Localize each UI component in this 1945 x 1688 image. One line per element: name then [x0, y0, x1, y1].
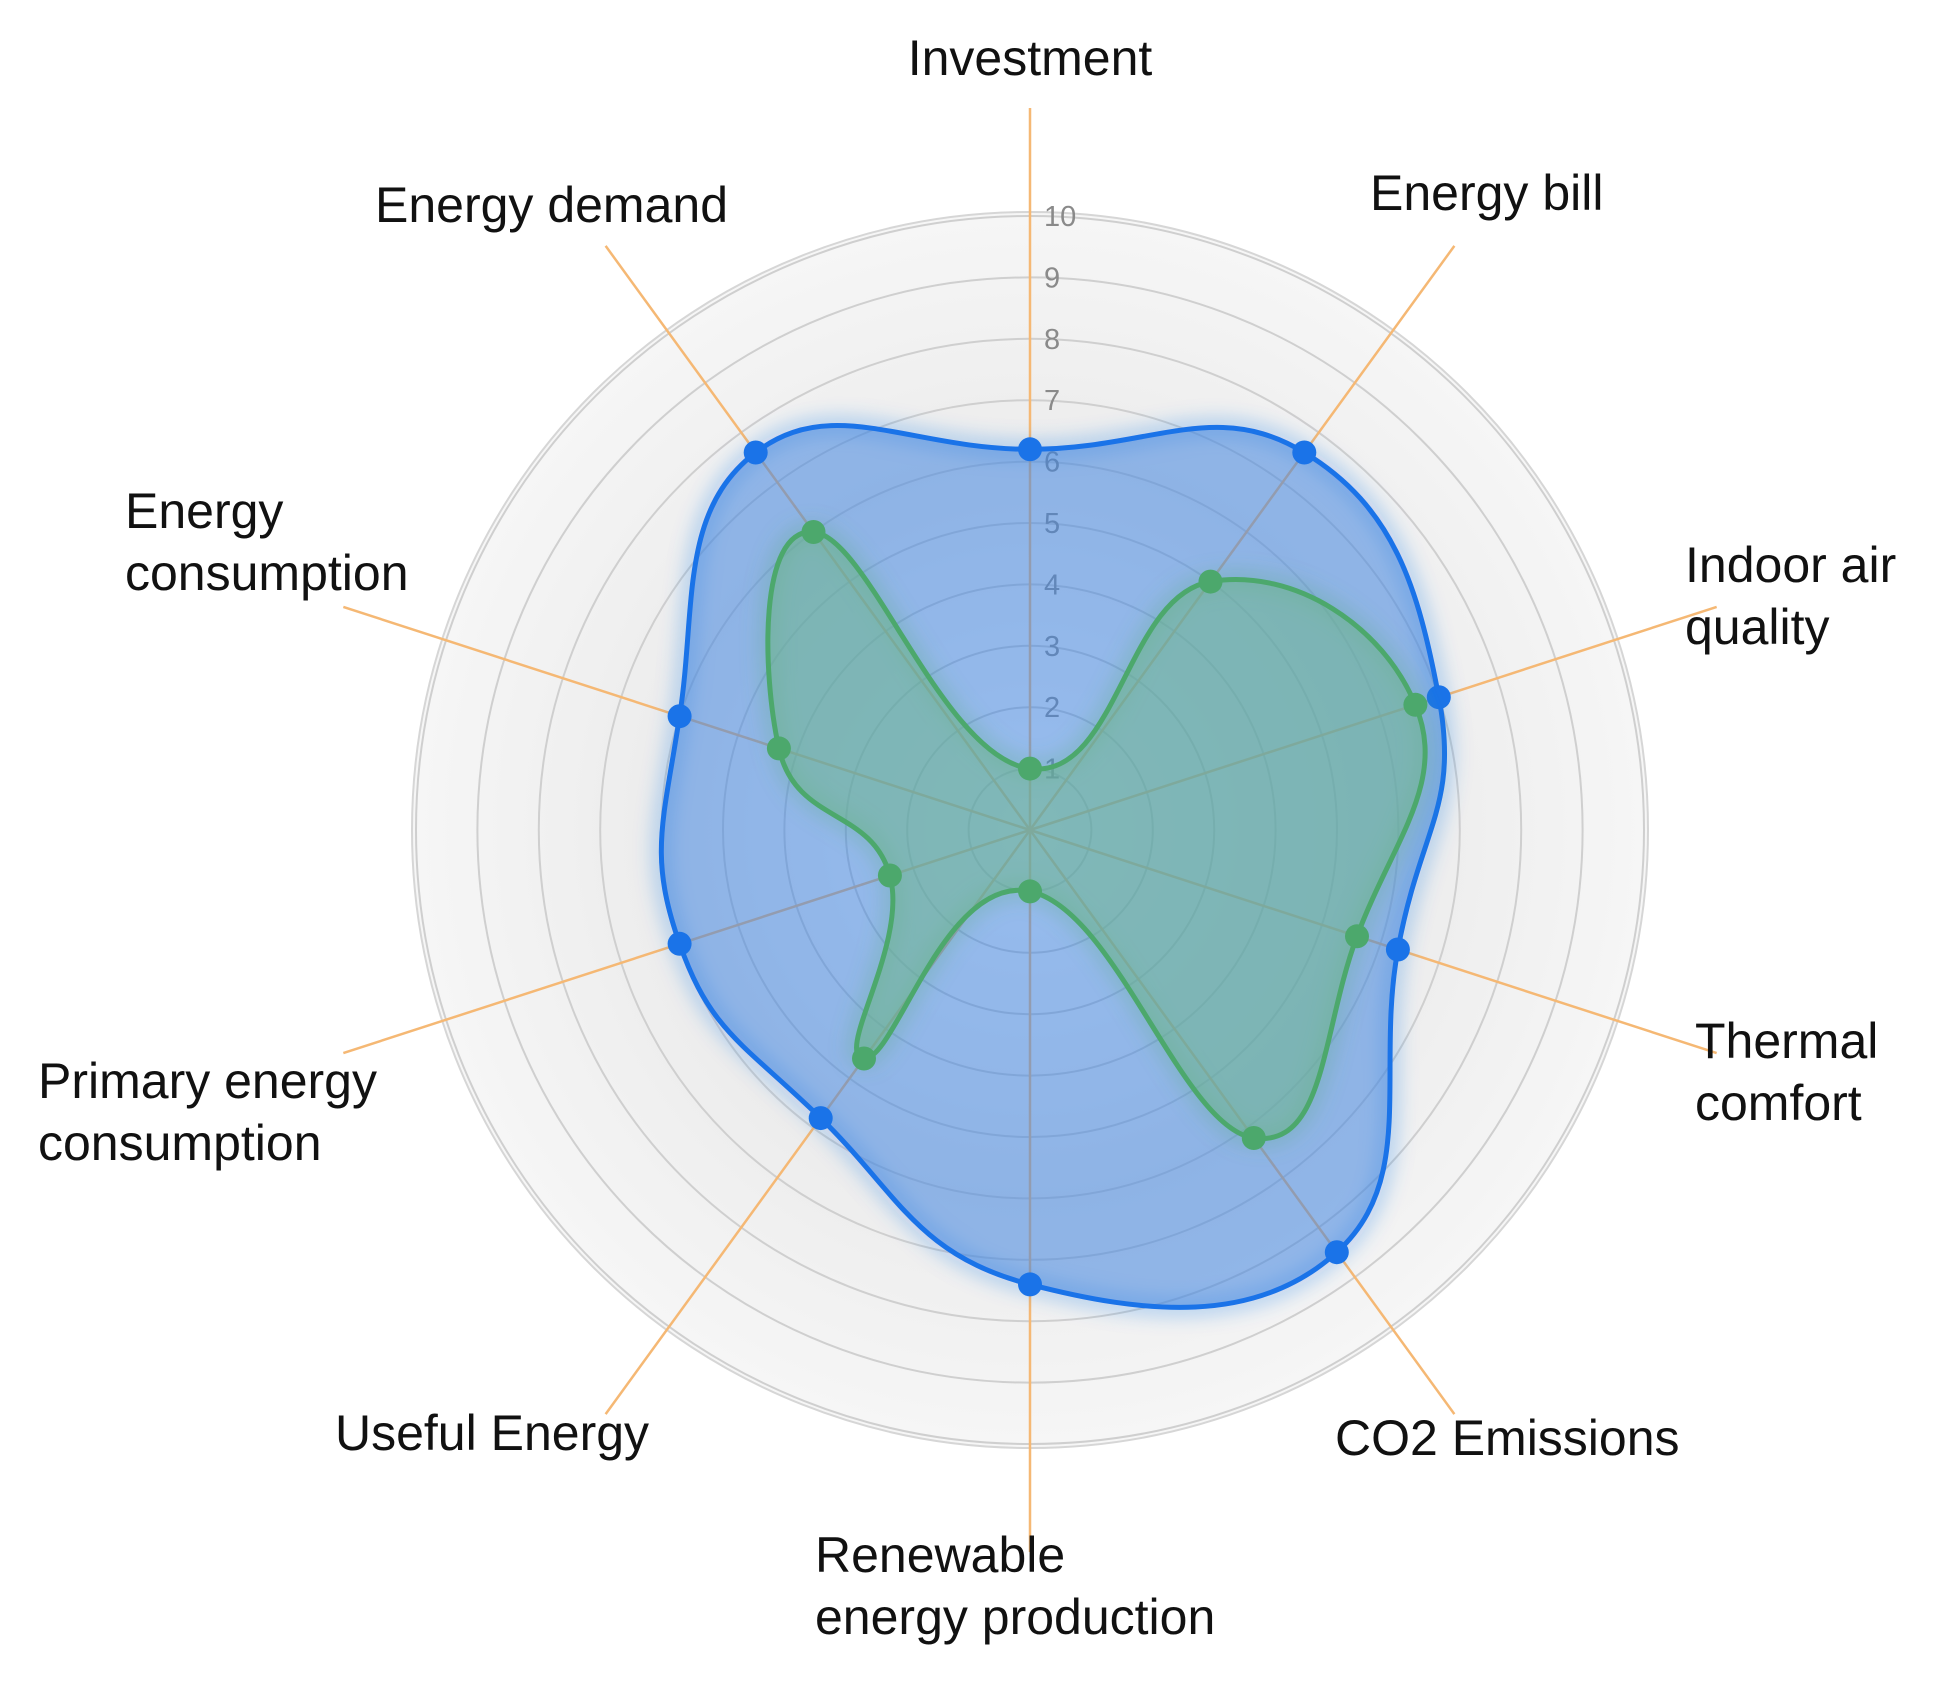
radar-series — [654, 418, 1452, 1315]
tick-label: 10 — [1044, 201, 1076, 233]
axis-label-5: Renewable energy production — [815, 1527, 1215, 1645]
axis-label-1: Energy bill — [1370, 165, 1603, 221]
series-0-point — [667, 931, 692, 956]
series-1-point — [1018, 879, 1042, 904]
series-1-point — [1345, 924, 1369, 949]
series-1-point — [852, 1046, 876, 1071]
series-1-area — [765, 529, 1428, 1141]
series-0-point — [1385, 937, 1410, 962]
tick-label: 9 — [1044, 262, 1060, 294]
series-0-point — [1426, 685, 1451, 710]
series-0-point — [808, 1106, 833, 1131]
axis-label-7: Primary energy consumption — [38, 1053, 377, 1171]
series-1 — [760, 520, 1433, 1150]
series-1-point — [1198, 569, 1223, 594]
series-1-point — [1241, 1126, 1266, 1150]
tick-label: 7 — [1044, 385, 1060, 417]
series-1-point — [1403, 692, 1428, 717]
tick-label: 8 — [1044, 324, 1060, 356]
axis-label-9: Energy demand — [375, 177, 728, 233]
axis-label-6: Useful Energy — [335, 1405, 649, 1461]
series-0-point — [1018, 437, 1042, 462]
axis-label-2: Indoor air quality — [1685, 537, 1896, 655]
series-0-point — [743, 440, 768, 465]
axis-label-0: Investment — [908, 30, 1153, 86]
axis-label-4: CO2 Emissions — [1335, 1410, 1680, 1466]
series-1-point — [1018, 756, 1042, 781]
series-0-point — [1324, 1240, 1349, 1265]
radar-axis-labels: Investment Energy bill Indoor air quality Th… — [38, 30, 1896, 1645]
series-1-point — [877, 863, 902, 888]
axis-label-8: Energy consumption — [125, 483, 409, 601]
axis-label-3: Thermal comfort — [1695, 1013, 1878, 1131]
series-1-point — [766, 736, 791, 761]
series-1-point — [801, 520, 826, 544]
series-0-point — [667, 704, 692, 729]
series-0-point — [1018, 1272, 1042, 1297]
series-0-point — [1292, 440, 1317, 465]
